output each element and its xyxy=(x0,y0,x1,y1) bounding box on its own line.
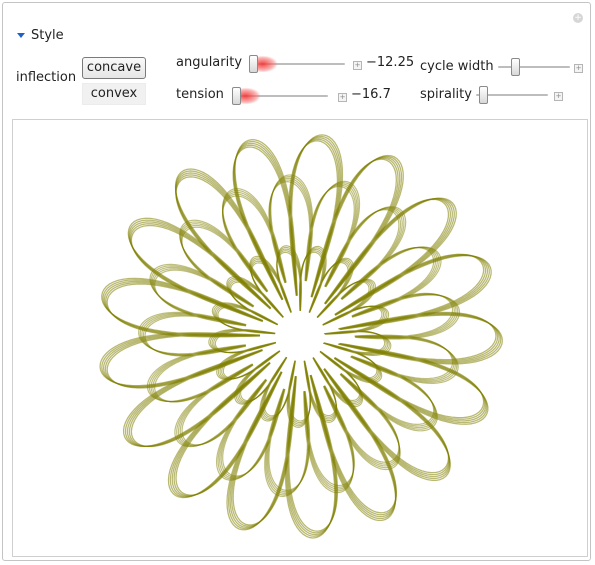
slider-track xyxy=(476,94,548,96)
spirality-slider[interactable] xyxy=(476,85,548,105)
tension-slider[interactable] xyxy=(232,86,328,106)
section-title: Style xyxy=(31,28,64,43)
slider-track xyxy=(498,66,570,68)
slider-thumb[interactable] xyxy=(232,87,241,105)
spirality-expand-icon[interactable]: + xyxy=(554,92,563,101)
slider-glow xyxy=(253,56,277,72)
manipulate-panel: + Style inflection concave convex angula… xyxy=(2,2,591,561)
spirality-label: spirality xyxy=(420,87,472,102)
tension-value: −16.7 xyxy=(351,87,391,102)
spirograph-curve xyxy=(99,134,503,539)
slider-thumb[interactable] xyxy=(249,55,258,73)
cycle-width-expand-icon[interactable]: + xyxy=(574,64,583,73)
slider-track xyxy=(249,63,345,65)
outer-petal-loops xyxy=(99,134,503,539)
angularity-expand-icon[interactable]: + xyxy=(353,61,362,70)
cycle-width-slider[interactable] xyxy=(498,57,570,77)
angularity-label: angularity xyxy=(176,55,243,70)
tension-expand-icon[interactable]: + xyxy=(338,93,347,102)
options-icon[interactable]: + xyxy=(573,13,583,23)
style-section-toggle[interactable]: Style xyxy=(17,28,64,43)
spirograph-curve xyxy=(208,245,392,428)
inflection-convex-button[interactable]: convex xyxy=(82,83,146,105)
inflection-label: inflection xyxy=(16,70,77,85)
slider-glow xyxy=(236,88,260,104)
slider-thumb[interactable] xyxy=(479,86,489,104)
disclosure-triangle-icon xyxy=(17,33,25,38)
inner-petal-loops xyxy=(208,245,392,428)
angularity-slider[interactable] xyxy=(249,54,345,74)
slider-track xyxy=(232,95,328,97)
spirograph-plot xyxy=(99,134,503,539)
middle-petal-loops xyxy=(138,174,461,497)
spirograph-curve xyxy=(138,174,461,497)
inflection-concave-button[interactable]: concave xyxy=(82,57,146,79)
tension-label: tension xyxy=(176,87,224,102)
slider-thumb[interactable] xyxy=(510,58,520,76)
plot-area xyxy=(12,119,588,557)
angularity-value: −12.25 xyxy=(366,55,415,70)
spirograph-curve xyxy=(102,137,500,536)
cycle-width-label: cycle width xyxy=(420,59,494,74)
